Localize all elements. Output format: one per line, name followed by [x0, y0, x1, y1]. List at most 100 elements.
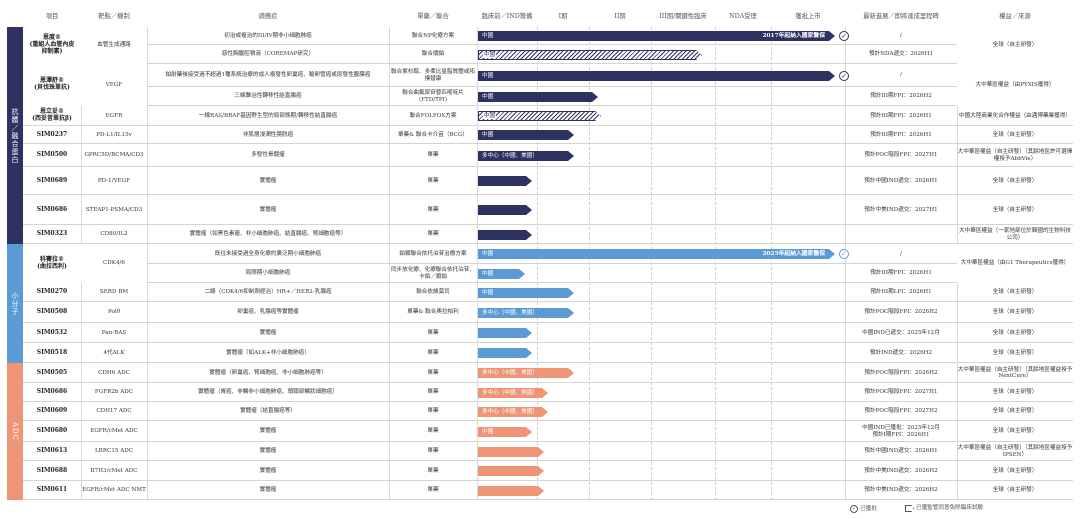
rights-source: 全球（自主研發） — [957, 195, 1073, 225]
target-mechanism-text: CDH17 ADC — [96, 408, 132, 415]
mono-combo: 單藥 — [389, 225, 477, 244]
rights-source: 全球（自主研發） — [957, 481, 1073, 500]
header-indication: 適應症 — [258, 13, 278, 20]
latest-milestone: 預計中美IND遞交：2026H2 — [845, 461, 957, 481]
indication-text: 實體瘤 — [259, 467, 277, 474]
mono-combo: 單藥 — [389, 461, 477, 481]
mono-combo: 單藥 — [389, 195, 477, 225]
indication-text: 三線難治性轉移性結直腸癌 — [234, 93, 302, 100]
mono-combo: 單藥 — [389, 442, 477, 461]
rights-source-text: 全球（自主研發） — [992, 389, 1038, 396]
rights-source: 全球（自主研發） — [957, 343, 1073, 363]
rights-source-text: 全球（自主研發） — [992, 329, 1038, 336]
project-name-text: SIM0609 — [36, 407, 68, 415]
project-name: SIM0532 — [23, 323, 81, 343]
latest-milestone: 預計POC階段FPI：2026H2 — [845, 302, 957, 323]
table-row: SIM0237 PD-L1/IL15v 全球（自主研發） 非肌層浸潤性膀胱癌 單藥& 聯… — [23, 126, 1073, 144]
target-mechanism: CDH6 ADC — [81, 363, 147, 383]
target-mechanism: 血管生成通路 — [81, 27, 147, 64]
mono-combo-text: 聯合依維莫司 — [416, 289, 450, 296]
indication: 實體瘤（卵巢癌、腎細胞癌、非小細胞肺癌等） — [147, 363, 389, 383]
latest-milestone-text: 預計中國IND遞交：2026H1 — [864, 177, 938, 184]
latest-milestone: 預計POC階段FPI：2026H2 — [845, 363, 957, 383]
row-divider — [23, 460, 1073, 461]
row-divider — [23, 401, 1073, 402]
indication: 非肌層浸潤性膀胱癌 — [147, 126, 389, 144]
table-row: SIM0688 B7H3/cMet ADC 全球（自主研發） 實體瘤 單藥 預計中美IND… — [23, 461, 1073, 481]
indication-text: 實體瘤 — [259, 329, 277, 336]
project-name-text: SIM0500 — [36, 151, 68, 159]
rights-source-text: 全球（自主研發） — [992, 428, 1038, 435]
rights-source: 大中華區權益（自主研發）（其餘地區權益授予IPSEN） — [957, 442, 1073, 461]
target-mechanism: CDK4/6 — [81, 244, 147, 283]
header-approved: 獲批上市 — [795, 13, 821, 20]
mono-combo-text: 聯合曲氟尿苷替匹嘧啶片(FTD/TPI) — [402, 90, 464, 103]
mono-combo: 聯合依維莫司 — [389, 283, 477, 302]
target-mechanism-text: SERD BM — [99, 289, 129, 296]
legend-waived: 已獲監管同意免除臨床試驗 — [905, 505, 983, 512]
latest-milestone: 預計POC階段FPI：2027H1 — [845, 383, 957, 402]
project-name-text: SIM0686 — [36, 205, 68, 213]
latest-milestone: 預計中美IND遞交：2027H1 — [845, 195, 957, 225]
mono-combo-text: 聯合NP化療方案 — [411, 32, 455, 39]
mono-combo: 聯合紫杉醇、多柔比星脂質體或拓撲替康 — [389, 64, 477, 87]
rights-source-text: 全球（自主研發） — [992, 289, 1038, 296]
rights-source-text: 中國大陸商業化合作權益（由邁博藥業獲得） — [959, 112, 1071, 119]
row-divider — [23, 480, 1073, 481]
indication: 多發性骨髓瘤 — [147, 144, 389, 167]
indication-text: 實體瘤（胃癌、非鱗非小細胞肺癌、頭頸部鱗狀細胞癌） — [198, 389, 338, 396]
mono-combo-text: 單藥 — [427, 428, 439, 435]
latest-milestone-text: 預計中美IND遞交：2026H2 — [864, 467, 938, 474]
target-mechanism: 4代ALK — [81, 343, 147, 363]
bar-end-label: 2025年起納入國家醫保 — [762, 250, 825, 257]
rights-source: 大中華區權益（由PYXIS獲得） — [957, 64, 1073, 106]
bar-region-label: 多中心（中國、美國） — [482, 152, 538, 159]
mono-combo: 同步放化療、化療聯合依托泊苷、卡鉑／順鉑 — [389, 264, 477, 283]
bar-region-label: 中國 — [484, 112, 496, 119]
latest-milestone-text: 預計中美IND遞交：2026H2 — [864, 487, 938, 494]
row-divider — [23, 322, 1073, 323]
indication-text: 初治或複治的III/IV期非小細胞肺癌 — [224, 32, 312, 39]
project-name: 科賽拉® (曲拉西利) — [23, 244, 81, 283]
mono-combo-text: 單藥 — [427, 231, 439, 238]
mono-combo-text: 單藥 — [427, 349, 439, 356]
mono-combo: 單藥 — [389, 363, 477, 383]
rights-source-text: 全球（自主研發） — [992, 467, 1038, 474]
project-name-text: 恩立妥® (西妥昔單抗β) — [32, 108, 72, 122]
project-name: SIM0689 — [23, 167, 81, 195]
indication-text: 卵巢癌、乳腺癌等實體瘤 — [237, 309, 299, 316]
latest-milestone-text: 預計III期LPI：2026H1 — [870, 289, 932, 296]
mono-combo: 聯合NP化療方案 — [389, 27, 477, 45]
latest-milestone — [845, 225, 957, 244]
table-row: SIM0611 EGFR/cMet ADC NMT 全球（自主研發） 實體瘤 單藥 預計中… — [23, 481, 1073, 500]
indication: 實體瘤（如ALK+非小細胞肺癌） — [147, 343, 389, 363]
indication: 三線難治性轉移性結直腸癌 — [147, 87, 389, 106]
bar-region-label: 多中心（中國、美國） — [482, 408, 538, 415]
target-mechanism: CDH17 ADC — [81, 402, 147, 421]
rights-source-text: 大中華區權益（自主研發）（其餘地區許可選擇權授予AbbVie） — [957, 149, 1073, 162]
rights-source: 全球（自主研發） — [957, 126, 1073, 144]
project-name: SIM0508 — [23, 302, 81, 323]
mono-combo: 單藥 — [389, 383, 477, 402]
table-row: 三線難治性轉移性結直腸癌 聯合曲氟尿苷替匹嘧啶片(FTD/TPI) 預計III期FP… — [23, 87, 1073, 106]
rights-source: 全球（自主研發） — [957, 383, 1073, 402]
project-name: 恩度® (重組人血管內皮 抑制素) — [23, 27, 81, 64]
indication-text: 實體瘤 — [259, 448, 277, 455]
target-mechanism: GPRC5D/BCMA/CD3 — [81, 144, 147, 167]
target-mechanism: LRRC15 ADC — [81, 442, 147, 461]
indication-text: 實體瘤 — [259, 177, 277, 184]
latest-milestone: / — [845, 64, 957, 87]
header-phase2: II期 — [614, 13, 626, 20]
progress-bar: 多中心（中國、美國） — [478, 407, 548, 417]
indication: 局限期小細胞肺癌 — [147, 264, 389, 283]
project-name-text: SIM0270 — [36, 288, 68, 296]
mono-combo: 單藥 — [389, 421, 477, 442]
target-mechanism-text: GPRC5D/BCMA/CD3 — [84, 152, 144, 159]
table-row: SIM0518 4代ALK 全球（自主研發） 實體瘤（如ALK+非小細胞肺癌） 單藥 預計… — [23, 343, 1073, 363]
table-row: SIM0686 STEAP1-PSMA/CD3 全球（自主研發） 實體瘤 單藥 預計中美I… — [23, 195, 1073, 225]
progress-bar — [478, 176, 532, 186]
rights-source-text: 全球（自主研發） — [992, 177, 1038, 184]
row-divider — [23, 105, 1073, 106]
progress-bar — [478, 205, 532, 215]
